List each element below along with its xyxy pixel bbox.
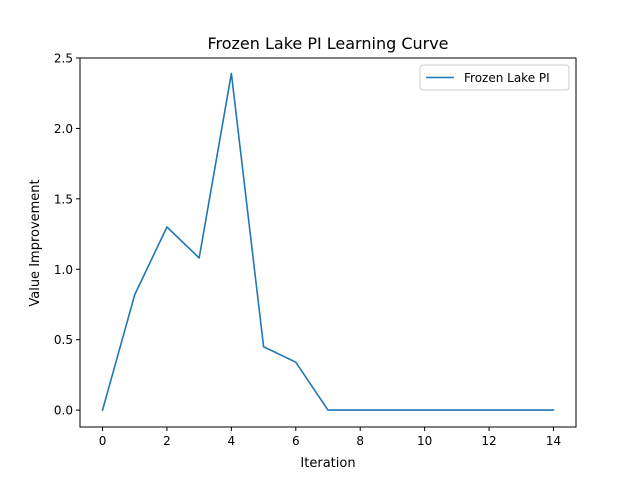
y-axis-label: Value Improvement [28, 179, 43, 306]
chart-title: Frozen Lake PI Learning Curve [207, 34, 448, 53]
x-tick-label: 10 [417, 434, 432, 448]
x-tick-label: 12 [481, 434, 496, 448]
plot-area-frame [79, 57, 577, 428]
legend-box [419, 64, 570, 91]
x-tick-label: 8 [356, 434, 364, 448]
x-tick-label: 0 [99, 434, 107, 448]
y-tick-label: 2.0 [54, 122, 73, 136]
x-tick-label: 2 [163, 434, 171, 448]
x-tick-label: 6 [292, 434, 300, 448]
x-axis-label: Iteration [300, 456, 355, 471]
legend-label: Frozen Lake PI [464, 71, 550, 85]
y-tick-label: 2.5 [54, 52, 73, 66]
y-tick-label: 0.5 [54, 333, 73, 347]
x-tick-label: 4 [228, 434, 236, 448]
series-line [101, 72, 555, 412]
y-tick-label: 0.0 [54, 404, 73, 418]
x-tick-label: 14 [546, 434, 561, 448]
y-tick-label: 1.0 [54, 263, 73, 277]
y-tick-label: 1.5 [54, 192, 73, 206]
